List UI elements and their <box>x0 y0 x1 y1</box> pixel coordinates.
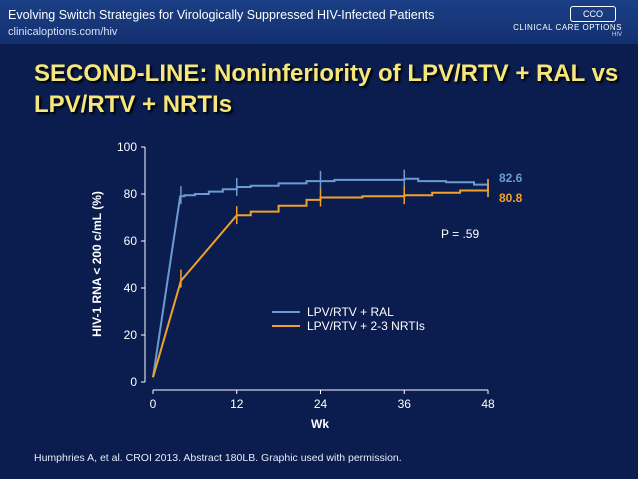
chart-marks: 82.6 LPV/RTV + RAL 80.8 LPV/RTV + 2-3 NRTIs <box>152 169 523 378</box>
source-url[interactable]: clinicaloptions.com/hiv <box>8 26 118 38</box>
y-tick-label: 100 <box>117 140 137 154</box>
chart-axes: 0 20 40 60 80 100 0 12 24 36 48 <box>117 140 495 411</box>
x-axis-title: Wk <box>311 417 329 431</box>
legend-label: LPV/RTV + 2-3 NRTIs <box>307 319 425 333</box>
slide-title: SECOND-LINE: Noninferiority of LPV/RTV +… <box>34 60 619 118</box>
logo-text: CLINICAL CARE OPTIONS <box>513 23 622 32</box>
x-tick-label: 36 <box>398 397 412 411</box>
y-axis-title: HIV-1 RNA < 200 c/mL (%) <box>90 191 104 337</box>
header-bar: Evolving Switch Strategies for Virologic… <box>0 0 638 44</box>
cco-logo: CCO CLINICAL CARE OPTIONS HIV <box>502 6 622 38</box>
y-tick-label: 40 <box>124 281 138 295</box>
logo-sub: HIV <box>611 32 622 38</box>
end-value-label: 80.8 <box>499 191 523 205</box>
x-tick-label: 0 <box>150 397 157 411</box>
y-tick-label: 80 <box>124 187 138 201</box>
x-tick-label: 12 <box>230 397 244 411</box>
series-line-1 <box>152 177 489 378</box>
x-tick-label: 48 <box>481 397 495 411</box>
end-value-label: 82.6 <box>499 171 523 185</box>
citation-footer: Humphries A, et al. CROI 2013. Abstract … <box>34 452 402 464</box>
p-value-annotation: P = .59 <box>441 227 479 241</box>
legend-label: LPV/RTV + RAL <box>307 305 394 319</box>
x-tick-label: 24 <box>314 397 328 411</box>
series-line-2 <box>152 188 489 378</box>
presentation-title: Evolving Switch Strategies for Virologic… <box>8 8 435 22</box>
y-tick-label: 0 <box>130 375 137 389</box>
logo-mark: CCO <box>570 6 616 22</box>
y-tick-label: 60 <box>124 234 138 248</box>
y-tick-label: 20 <box>124 328 138 342</box>
